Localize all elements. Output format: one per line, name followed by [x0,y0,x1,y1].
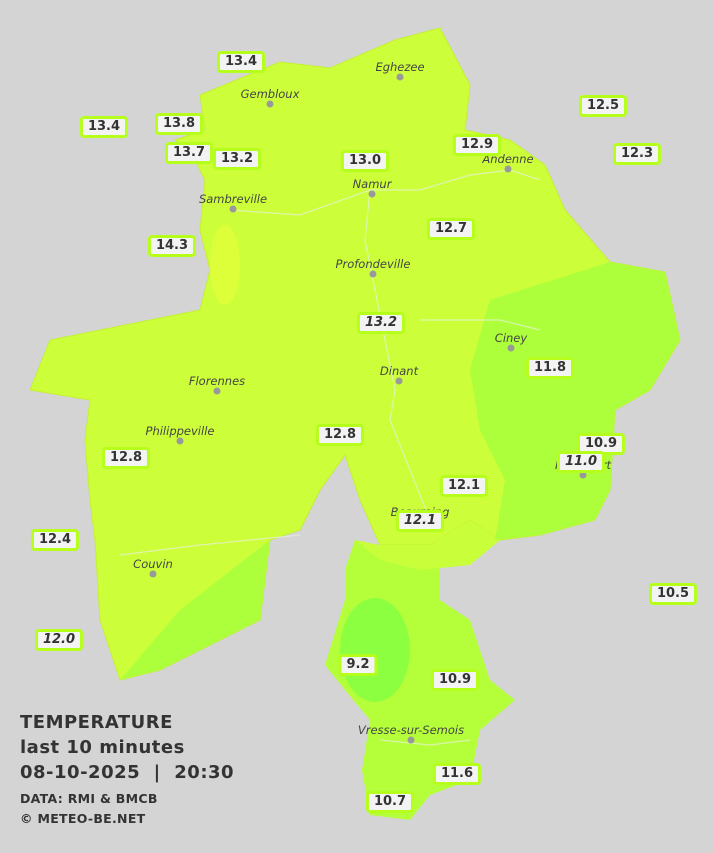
city-label: Gembloux [241,87,300,101]
station-value: 12.4 [30,529,80,551]
city-label: Vresse-sur-Semois [358,723,464,737]
city-label: Sambreville [199,192,267,206]
station-value: 12.7 [426,218,476,240]
station-value: 12.0 [34,629,84,651]
station-value: 11.6 [432,763,482,785]
station-value: 13.2 [356,312,406,334]
city-label: Profondeville [336,257,411,271]
city-label: Ciney [495,331,528,345]
city-dot [229,205,237,213]
city-dot [369,270,377,278]
city-dot [213,387,221,395]
station-value: 10.9 [430,669,480,691]
cold-spot [340,598,410,702]
station-value: 14.3 [147,235,197,257]
station-value: 13.7 [164,142,214,164]
city-dot [368,190,376,198]
city-dot [507,344,515,352]
station-value: 12.5 [578,95,628,117]
station-value: 12.9 [452,134,502,156]
station-value: 11.0 [556,451,606,473]
city-dot [504,165,512,173]
city-label: Philippeville [146,424,215,438]
station-value: 12.3 [612,143,662,165]
city-dot [579,471,587,479]
city-dot [176,437,184,445]
station-value: 12.8 [101,447,151,469]
legend-title: TEMPERATURE [20,712,173,733]
station-value: 13.2 [212,148,262,170]
city-label: Couvin [133,557,173,571]
legend-copyright: © METEO-BE.NET [20,811,146,826]
legend-period: last 10 minutes [20,737,185,758]
station-value: 13.4 [79,116,129,138]
city-dot [149,570,157,578]
city-label: Florennes [189,374,245,388]
city-label: Dinant [380,364,419,378]
warm-spot [210,225,240,305]
station-value: 10.7 [365,791,415,813]
station-value: 13.8 [154,113,204,135]
city-label: Namur [353,177,393,191]
city-dot [407,736,415,744]
city-dot [396,73,404,81]
station-value: 12.1 [395,510,445,532]
city-dot [395,377,403,385]
cool-east [470,262,680,540]
city-dot [266,100,274,108]
legend-datetime: 08-10-2025 | 20:30 [20,762,235,783]
station-value: 9.2 [338,654,378,676]
station-value: 13.4 [216,51,266,73]
cool-southwest [120,540,270,680]
station-value: 11.8 [525,357,575,379]
station-value: 12.1 [439,475,489,497]
station-value: 10.5 [648,583,698,605]
station-value: 12.8 [315,424,365,446]
warm-zone [355,520,500,570]
legend-source: DATA: RMI & BMCB [20,791,158,806]
city-label: Eghezee [375,60,424,74]
station-value: 13.0 [340,150,390,172]
